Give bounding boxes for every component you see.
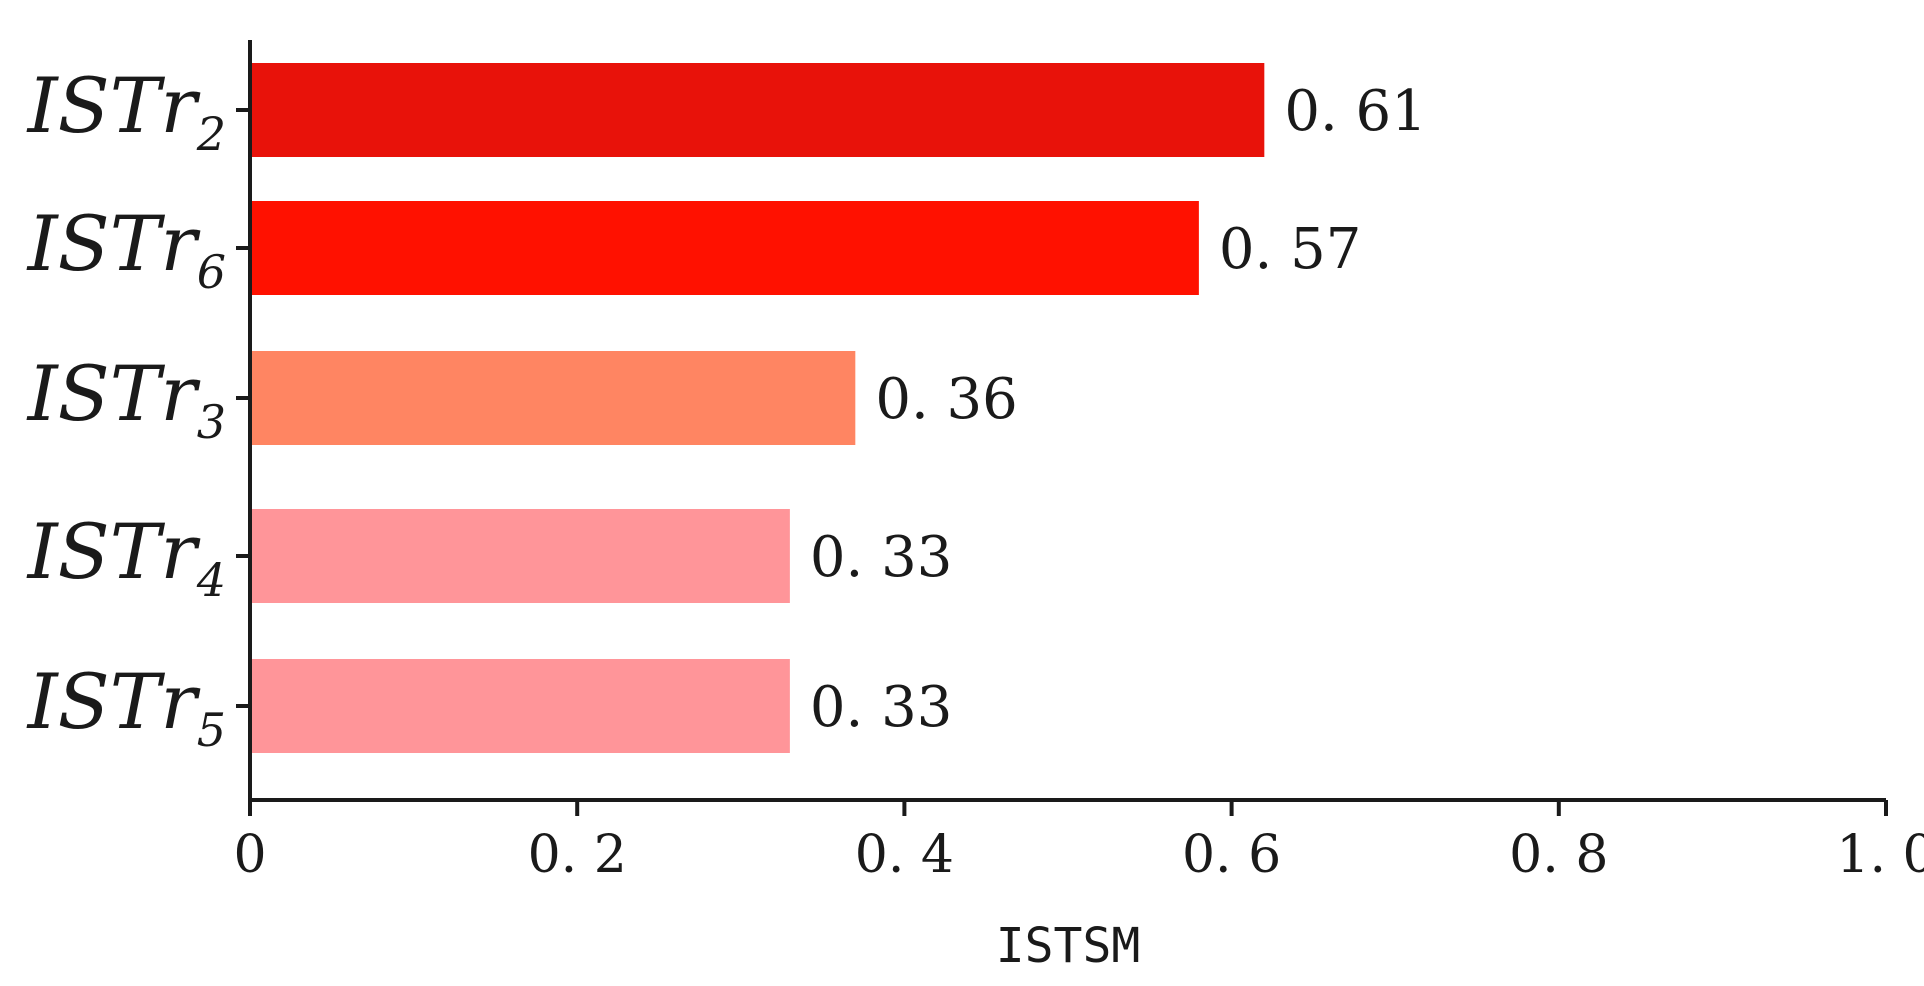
y-tick-label: ISTr3 [26, 349, 226, 449]
data-label: 0. 33 [810, 525, 953, 590]
category-label-main: ISTr [26, 507, 202, 596]
y-tick-label: ISTr6 [26, 199, 226, 299]
data-label: 0. 61 [1284, 79, 1427, 144]
category-label-main: ISTr [26, 61, 202, 150]
category-label-subscript: 4 [196, 553, 226, 607]
y-tick-label: ISTr5 [26, 657, 226, 757]
category-label-subscript: 2 [196, 107, 226, 161]
bar [250, 201, 1199, 295]
bar [250, 63, 1265, 157]
x-ticks-layer: 0 0. 2 0. 4 0. 6 0. 8 1. 0 [233, 800, 1924, 885]
x-tick-label: 0. 8 [1509, 825, 1608, 885]
x-tick-label: 1. 0 [1836, 825, 1924, 885]
y-tick-label: ISTr2 [26, 61, 226, 161]
category-label-main: ISTr [26, 349, 202, 438]
x-tick-label: 0. 4 [855, 825, 954, 885]
x-tick-label: 0. 6 [1182, 825, 1281, 885]
x-tick-label: 0. 2 [528, 825, 627, 885]
category-label-main: ISTr [26, 199, 202, 288]
data-label: 0. 33 [810, 675, 953, 740]
axes-layer [248, 40, 1886, 802]
bar [250, 351, 856, 445]
bar [250, 509, 790, 603]
category-label-subscript: 5 [197, 703, 226, 757]
category-label-subscript: 3 [197, 395, 226, 449]
data-label: 0. 57 [1219, 217, 1362, 282]
category-label-subscript: 6 [197, 245, 226, 299]
value-labels-layer: 0. 61 0. 57 0. 36 0. 33 0. 33 [810, 79, 1427, 740]
bars-layer [250, 63, 1265, 753]
x-tick-label: 0 [233, 825, 266, 885]
y-tick-label: ISTr4 [26, 507, 226, 607]
bar [250, 659, 790, 753]
x-axis-title: ISTSM [996, 918, 1141, 974]
data-label: 0. 36 [875, 367, 1018, 432]
category-label-main: ISTr [26, 657, 202, 746]
